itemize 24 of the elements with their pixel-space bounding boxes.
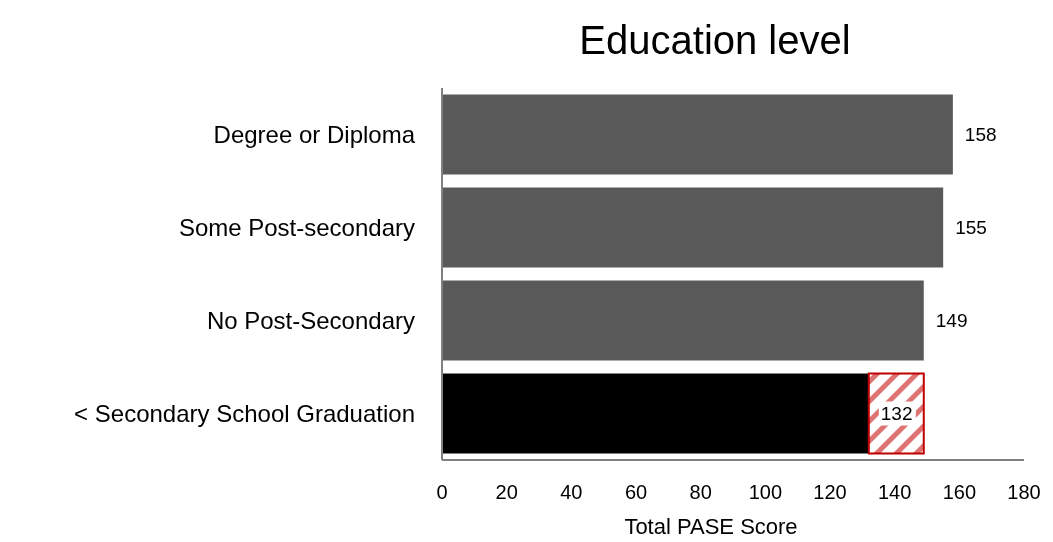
data-label: 158 xyxy=(964,124,997,146)
data-label: 132 xyxy=(880,403,913,425)
x-tick-label: 60 xyxy=(624,481,648,503)
bar xyxy=(442,94,953,175)
x-axis-title: Total PASE Score xyxy=(624,513,798,539)
x-tick-label: 100 xyxy=(748,481,783,503)
chart-title: Education level xyxy=(579,18,851,62)
x-tick-label: 120 xyxy=(813,481,847,503)
x-tick-label: 40 xyxy=(560,481,583,503)
y-tick-label: No Post-Secondary xyxy=(206,306,415,334)
bar xyxy=(442,373,869,454)
x-tick-label: 20 xyxy=(495,481,518,503)
y-tick-label: Degree or Diploma xyxy=(213,120,416,148)
x-tick-label: 0 xyxy=(436,481,448,503)
x-tick-label: 180 xyxy=(1007,481,1041,503)
y-tick-label: < Secondary School Graduation xyxy=(74,399,415,427)
data-label: 149 xyxy=(935,310,968,332)
bar xyxy=(442,280,924,361)
x-tick-label: 140 xyxy=(877,481,912,503)
bar xyxy=(442,187,944,268)
x-tick-label: 80 xyxy=(689,481,712,503)
y-tick-label: Some Post-secondary xyxy=(178,213,415,241)
data-label: 155 xyxy=(955,217,987,239)
x-tick-label: 160 xyxy=(942,481,977,503)
